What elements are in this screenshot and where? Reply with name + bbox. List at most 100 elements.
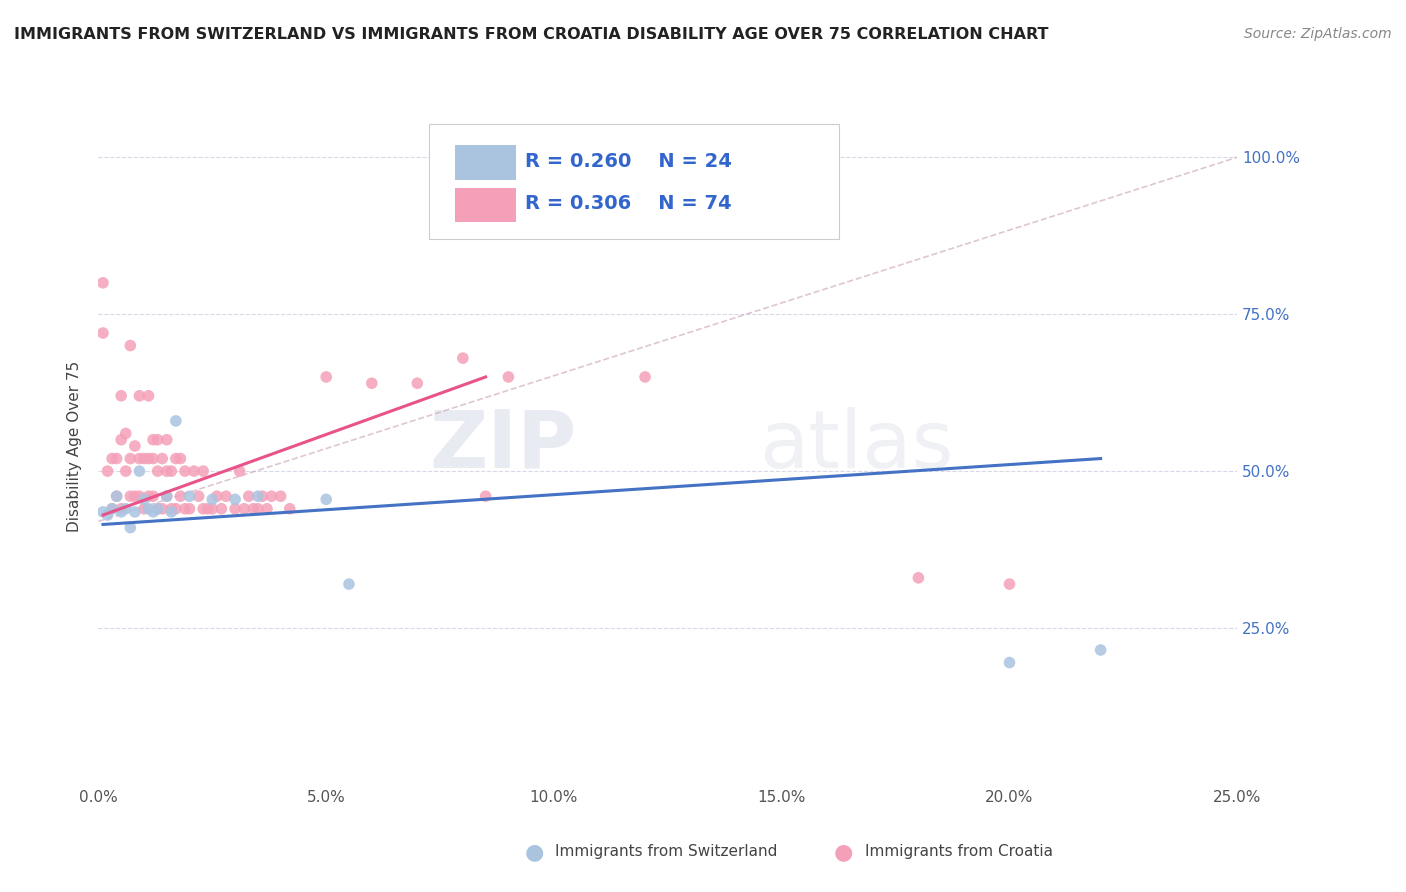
Text: Immigrants from Switzerland: Immigrants from Switzerland: [555, 845, 778, 859]
Point: [160, 501, 183, 516]
Point: [337, 577, 360, 591]
Point: [233, 501, 256, 516]
Point: [114, 426, 136, 441]
Point: [907, 571, 929, 585]
Point: [242, 501, 264, 516]
Point: [315, 370, 337, 384]
Point: [91, 326, 114, 340]
Point: [114, 501, 136, 516]
Point: [120, 451, 142, 466]
Point: [105, 451, 128, 466]
Point: [228, 464, 250, 478]
Point: [174, 464, 197, 478]
Point: [110, 505, 132, 519]
Point: [124, 489, 146, 503]
Point: [138, 451, 160, 466]
Point: [315, 492, 337, 507]
Point: [101, 451, 124, 466]
Point: [165, 414, 187, 428]
Point: [169, 451, 191, 466]
Text: Source: ZipAtlas.com: Source: ZipAtlas.com: [1244, 27, 1392, 41]
Text: R = 0.306    N = 74: R = 0.306 N = 74: [526, 194, 733, 213]
Point: [105, 489, 128, 503]
Point: [187, 489, 209, 503]
Text: ZIP: ZIP: [429, 407, 576, 485]
Point: [101, 501, 124, 516]
Text: ●: ●: [524, 842, 544, 862]
Point: [246, 489, 269, 503]
Point: [224, 492, 246, 507]
Point: [132, 451, 155, 466]
Text: R = 0.260    N = 24: R = 0.260 N = 24: [526, 152, 733, 170]
Point: [146, 433, 169, 447]
Point: [120, 520, 142, 534]
Y-axis label: Disability Age Over 75: Disability Age Over 75: [67, 360, 83, 532]
Point: [146, 464, 169, 478]
Point: [96, 508, 118, 522]
Point: [146, 501, 169, 516]
Point: [132, 501, 155, 516]
Point: [201, 501, 224, 516]
Point: [138, 489, 160, 503]
Point: [193, 464, 215, 478]
Text: IMMIGRANTS FROM SWITZERLAND VS IMMIGRANTS FROM CROATIA DISABILITY AGE OVER 75 CO: IMMIGRANTS FROM SWITZERLAND VS IMMIGRANT…: [14, 27, 1049, 42]
Point: [451, 351, 474, 365]
Point: [165, 501, 187, 516]
Point: [91, 276, 114, 290]
Point: [179, 501, 201, 516]
Text: Immigrants from Croatia: Immigrants from Croatia: [865, 845, 1053, 859]
Point: [150, 501, 173, 516]
Point: [105, 489, 128, 503]
Point: [252, 489, 274, 503]
Point: [260, 489, 283, 503]
Point: [201, 492, 224, 507]
Point: [224, 501, 246, 516]
Point: [183, 464, 205, 478]
Point: [998, 656, 1021, 670]
Point: [132, 492, 155, 507]
Point: [156, 489, 179, 503]
Point: [150, 451, 173, 466]
Point: [498, 370, 520, 384]
Point: [160, 505, 183, 519]
Point: [278, 501, 301, 516]
Point: [156, 489, 179, 503]
Point: [156, 464, 179, 478]
Point: [270, 489, 292, 503]
Point: [142, 489, 165, 503]
Point: [96, 464, 118, 478]
Point: [209, 501, 232, 516]
Point: [128, 389, 150, 403]
Point: [156, 433, 179, 447]
Point: [138, 501, 160, 516]
Point: [128, 464, 150, 478]
FancyBboxPatch shape: [429, 124, 839, 239]
Point: [174, 501, 197, 516]
Point: [360, 376, 382, 391]
Point: [128, 489, 150, 503]
Point: [146, 501, 169, 516]
Point: [179, 489, 201, 503]
Point: [165, 451, 187, 466]
Point: [193, 501, 215, 516]
Point: [474, 489, 496, 503]
Point: [110, 433, 132, 447]
Point: [246, 501, 269, 516]
Text: atlas: atlas: [759, 407, 953, 485]
Point: [634, 370, 657, 384]
Point: [120, 489, 142, 503]
Point: [110, 501, 132, 516]
Point: [142, 451, 165, 466]
Point: [120, 338, 142, 352]
Point: [124, 439, 146, 453]
Point: [406, 376, 429, 391]
Point: [101, 501, 124, 516]
Point: [1090, 643, 1112, 657]
Point: [114, 464, 136, 478]
Point: [238, 489, 260, 503]
Point: [142, 433, 165, 447]
Point: [142, 505, 165, 519]
Point: [91, 505, 114, 519]
Point: [124, 505, 146, 519]
Point: [169, 489, 191, 503]
